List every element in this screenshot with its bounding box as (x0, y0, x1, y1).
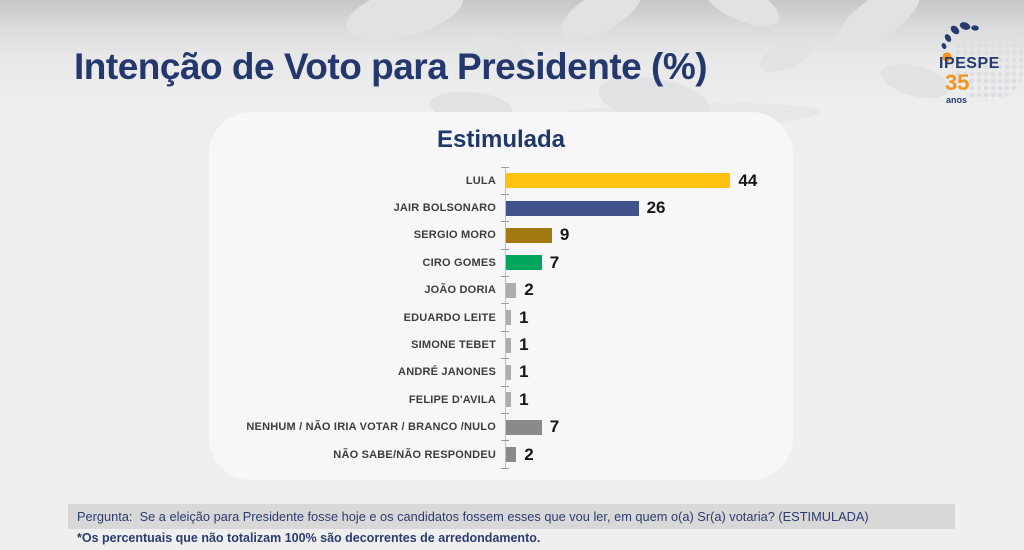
chart-row: JAIR BOLSONARO 26 (209, 193, 793, 222)
bar-track: 1 (501, 330, 793, 359)
chart-title: Estimulada (436, 126, 566, 153)
bar-value: 2 (524, 444, 534, 464)
bar-chart: LULA 44 JAIR BOLSONARO 26 SERGIO MORO 9 CIRO G… (209, 166, 793, 470)
bar-track: 2 (501, 276, 793, 304)
question-text: Pergunta: Se a eleição para Presidente f… (77, 509, 869, 524)
bar-label: EDUARDO LEITE (403, 311, 496, 324)
logo-text: IPESPE (939, 55, 1000, 72)
bar-label: SIMONE TEBET (411, 339, 496, 352)
bar (506, 173, 731, 189)
bar-track: 26 (501, 193, 793, 222)
bar (506, 255, 542, 271)
bar-value: 9 (559, 225, 570, 245)
bar-track: 1 (501, 358, 793, 387)
chart-row: SIMONE TEBET 1 (209, 330, 793, 359)
bar-value: 2 (524, 280, 534, 300)
bar-track: 44 (501, 166, 793, 195)
bar (506, 310, 512, 326)
question-band: Pergunta: Se a eleição para Presidente f… (68, 504, 955, 529)
bar-value: 7 (549, 252, 560, 272)
bar (506, 200, 639, 216)
bar (506, 364, 512, 380)
logo-globe-icon (951, 27, 1024, 101)
decorative-ellipse (696, 0, 786, 36)
bar (506, 282, 517, 298)
bar-label: ANDRÉ JANONES (398, 366, 496, 379)
bar-label: JOÃO DORIA (424, 284, 496, 297)
bar-label: CIRO GOMES (422, 256, 496, 269)
chart-row: NÃO SABE/NÃO RESPONDEU 2 (209, 440, 793, 470)
bar-value: 44 (738, 170, 758, 190)
bar-label: NÃO SABE/NÃO RESPONDEU (333, 448, 496, 461)
bar-value: 1 (519, 362, 529, 382)
logo-years: 35 (945, 70, 970, 95)
bar (506, 227, 552, 243)
bar-label: NENHUM / NÃO IRIA VOTAR / BRANCO /NULO (246, 421, 496, 434)
bar (506, 419, 542, 435)
bar-track: 7 (501, 248, 793, 277)
page-title: Intenção de Voto para Presidente (%) (74, 46, 708, 87)
bar-value: 7 (549, 417, 560, 437)
logo-years-label: anos (946, 95, 968, 105)
decorative-ellipse (755, 35, 817, 78)
bar-track: 2 (501, 440, 793, 470)
bar-label: LULA (465, 174, 496, 187)
bar-track: 1 (501, 303, 793, 332)
chart-row: LULA 44 (209, 166, 793, 195)
decorative-ellipse (825, 0, 931, 64)
rounding-note: *Os percentuais que não totalizam 100% s… (77, 531, 541, 545)
ipespe-logo: IPESPE 35 anos (936, 16, 1024, 106)
bar (506, 447, 517, 463)
chart-row: FELIPE D'AVILA 1 (209, 385, 793, 414)
chart-card: Estimulada LULA 44 JAIR BOLSONARO 26 SERGIO … (209, 112, 793, 480)
bar-value: 1 (519, 389, 529, 409)
chart-row: EDUARDO LEITE 1 (209, 303, 793, 332)
bar-value: 1 (519, 335, 529, 355)
logo-swoosh-icon (941, 22, 979, 62)
bar-track: 7 (501, 413, 793, 441)
chart-row: SERGIO MORO 9 (209, 221, 793, 250)
bar-label: JAIR BOLSONARO (393, 202, 496, 215)
bar-label: FELIPE D'AVILA (408, 393, 496, 406)
bar-value: 26 (646, 198, 666, 218)
chart-row: JOÃO DORIA 2 (209, 276, 793, 304)
chart-row: CIRO GOMES 7 (209, 248, 793, 277)
chart-row: ANDRÉ JANONES 1 (209, 358, 793, 387)
bar (506, 337, 512, 353)
bar-value: 1 (519, 307, 529, 327)
bar-track: 1 (501, 385, 793, 414)
bar-label: SERGIO MORO (413, 229, 496, 242)
bar-track: 9 (501, 221, 793, 250)
chart-row: NENHUM / NÃO IRIA VOTAR / BRANCO /NULO 7 (209, 413, 793, 441)
bar (506, 392, 512, 408)
